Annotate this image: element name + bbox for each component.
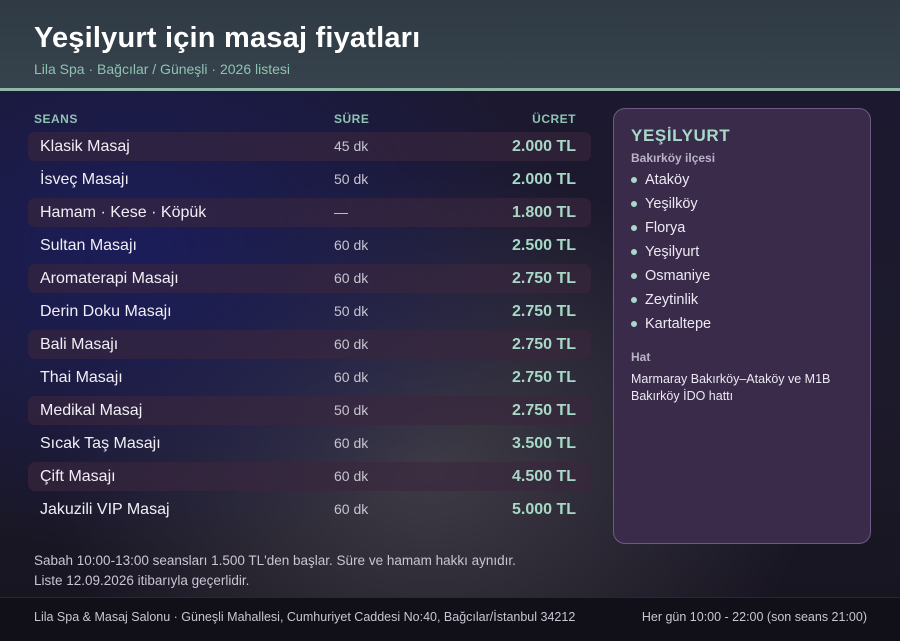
bullet-icon bbox=[631, 225, 637, 231]
row-duration: 60 dk bbox=[334, 435, 369, 451]
row-duration: 60 dk bbox=[334, 237, 369, 253]
page-header: Yeşilyurt için masaj fiyatları Lila Spa … bbox=[0, 0, 900, 91]
row-duration: 45 dk bbox=[334, 138, 369, 154]
table-row: İsveç Masajı 50 dk 2.000 TL bbox=[28, 165, 591, 194]
table-row: Derin Doku Masajı 50 dk 2.750 TL bbox=[28, 297, 591, 326]
table-row: Sıcak Taş Masajı 60 dk 3.500 TL bbox=[28, 429, 591, 458]
row-price: 2.750 TL bbox=[511, 402, 576, 419]
table-row: Thai Masajı 60 dk 2.750 TL bbox=[28, 363, 591, 392]
note-line: Liste 12.09.2026 itibarıyla geçerlidir. bbox=[34, 573, 250, 588]
row-name: Sultan Masajı bbox=[40, 237, 137, 254]
table-row: Medikal Masaj 50 dk 2.750 TL bbox=[28, 396, 591, 425]
neighborhood-item: Ataköy bbox=[631, 168, 711, 192]
table-row: Çift Masajı 60 dk 4.500 TL bbox=[28, 462, 591, 491]
transit-text: Marmaray Bakırköy–Ataköy ve M1B Bakırköy… bbox=[631, 372, 831, 403]
neighborhood-label: Osmaniye bbox=[645, 268, 711, 284]
row-duration: 60 dk bbox=[334, 501, 369, 517]
row-price: 2.500 TL bbox=[511, 237, 576, 254]
price-note: Sabah 10:00-13:00 seansları 1.500 TL'den… bbox=[34, 551, 594, 591]
row-price: 4.500 TL bbox=[511, 468, 576, 485]
district-subtitle: Bakırköy ilçesi bbox=[631, 151, 716, 165]
table-row: Sultan Masajı 60 dk 2.500 TL bbox=[28, 231, 591, 260]
row-name: Bali Masajı bbox=[40, 336, 119, 353]
neighborhood-item: Yeşilköy bbox=[631, 192, 711, 216]
table-row: Klasik Masaj 45 dk 2.000 TL bbox=[28, 132, 591, 161]
neighborhood-label: Kartaltepe bbox=[645, 316, 712, 332]
row-name: Jakuzili VIP Masaj bbox=[40, 501, 170, 518]
table-row: Bali Masajı 60 dk 2.750 TL bbox=[28, 330, 591, 359]
row-duration: — bbox=[334, 204, 348, 220]
district-panel: YEŞİLYURT Bakırköy ilçesi Ataköy Yeşilköy… bbox=[613, 108, 871, 544]
neighborhood-label: Zeytinlik bbox=[645, 292, 699, 308]
row-name: Derin Doku Masajı bbox=[40, 303, 172, 320]
table-row: Aromaterapi Masajı 60 dk 2.750 TL bbox=[28, 264, 591, 293]
row-price: 5.000 TL bbox=[511, 501, 576, 518]
row-duration: 50 dk bbox=[334, 303, 369, 319]
row-price: 2.000 TL bbox=[511, 138, 576, 155]
neighborhood-item: Kartaltepe bbox=[631, 312, 711, 336]
row-name: Thai Masajı bbox=[40, 369, 123, 386]
row-name: Sıcak Taş Masajı bbox=[40, 435, 161, 452]
page-title: Yeşilyurt için masaj fiyatları bbox=[34, 22, 421, 54]
row-price: 2.750 TL bbox=[511, 303, 576, 320]
transit-label: Hat bbox=[631, 350, 651, 364]
column-header-duration: SÜRE bbox=[334, 112, 370, 126]
page-footer: Lila Spa & Masaj Salonu · Güneşli Mahall… bbox=[0, 597, 900, 641]
table-row: Hamam · Kese · Köpük — 1.800 TL bbox=[28, 198, 591, 227]
bullet-icon bbox=[631, 273, 637, 279]
bullet-icon bbox=[631, 201, 637, 207]
table-row: Jakuzili VIP Masaj 60 dk 5.000 TL bbox=[28, 495, 591, 524]
neighborhood-label: Florya bbox=[645, 220, 686, 236]
column-header-name: SEANS bbox=[34, 112, 78, 126]
row-duration: 60 dk bbox=[334, 270, 369, 286]
neighborhood-item: Yeşilyurt bbox=[631, 240, 711, 264]
row-duration: 50 dk bbox=[334, 402, 369, 418]
bullet-icon bbox=[631, 249, 637, 255]
note-line: Sabah 10:00-13:00 seansları 1.500 TL'den… bbox=[34, 553, 516, 568]
bullet-icon bbox=[631, 321, 637, 327]
neighborhood-item: Osmaniye bbox=[631, 264, 711, 288]
footer-hours: Her gün 10:00 - 22:00 (son seans 21:00) bbox=[641, 610, 867, 624]
district-title: YEŞİLYURT bbox=[631, 126, 731, 145]
neighborhood-list: Ataköy Yeşilköy Florya Yeşilyurt Osmaniye Zey… bbox=[631, 168, 711, 336]
row-name: Aromaterapi Masajı bbox=[40, 270, 179, 287]
price-table: Klasik Masaj 45 dk 2.000 TL İsveç Masajı 50 … bbox=[28, 132, 591, 528]
row-duration: 60 dk bbox=[334, 468, 369, 484]
column-header-price: ÜCRET bbox=[532, 112, 576, 126]
bullet-icon bbox=[631, 177, 637, 183]
row-name: Klasik Masaj bbox=[40, 138, 130, 155]
row-price: 2.750 TL bbox=[511, 336, 576, 353]
row-duration: 60 dk bbox=[334, 369, 369, 385]
row-name: Medikal Masaj bbox=[40, 402, 143, 419]
row-price: 2.000 TL bbox=[511, 171, 576, 188]
row-price: 1.800 TL bbox=[511, 204, 576, 221]
row-price: 2.750 TL bbox=[511, 369, 576, 386]
neighborhood-label: Yeşilköy bbox=[645, 196, 698, 212]
neighborhood-label: Yeşilyurt bbox=[645, 244, 700, 260]
neighborhood-label: Ataköy bbox=[645, 172, 690, 188]
row-price: 3.500 TL bbox=[511, 435, 576, 452]
footer-address: Lila Spa & Masaj Salonu · Güneşli Mahall… bbox=[34, 610, 576, 624]
neighborhood-item: Florya bbox=[631, 216, 711, 240]
row-duration: 50 dk bbox=[334, 171, 369, 187]
bullet-icon bbox=[631, 297, 637, 303]
row-name: Hamam · Kese · Köpük bbox=[40, 204, 207, 221]
page-subtitle: Lila Spa · Bağcılar / Güneşli · 2026 lis… bbox=[34, 61, 291, 77]
row-duration: 60 dk bbox=[334, 336, 369, 352]
row-name: İsveç Masajı bbox=[40, 171, 129, 188]
neighborhood-item: Zeytinlik bbox=[631, 288, 711, 312]
row-price: 2.750 TL bbox=[511, 270, 576, 287]
row-name: Çift Masajı bbox=[40, 468, 116, 485]
